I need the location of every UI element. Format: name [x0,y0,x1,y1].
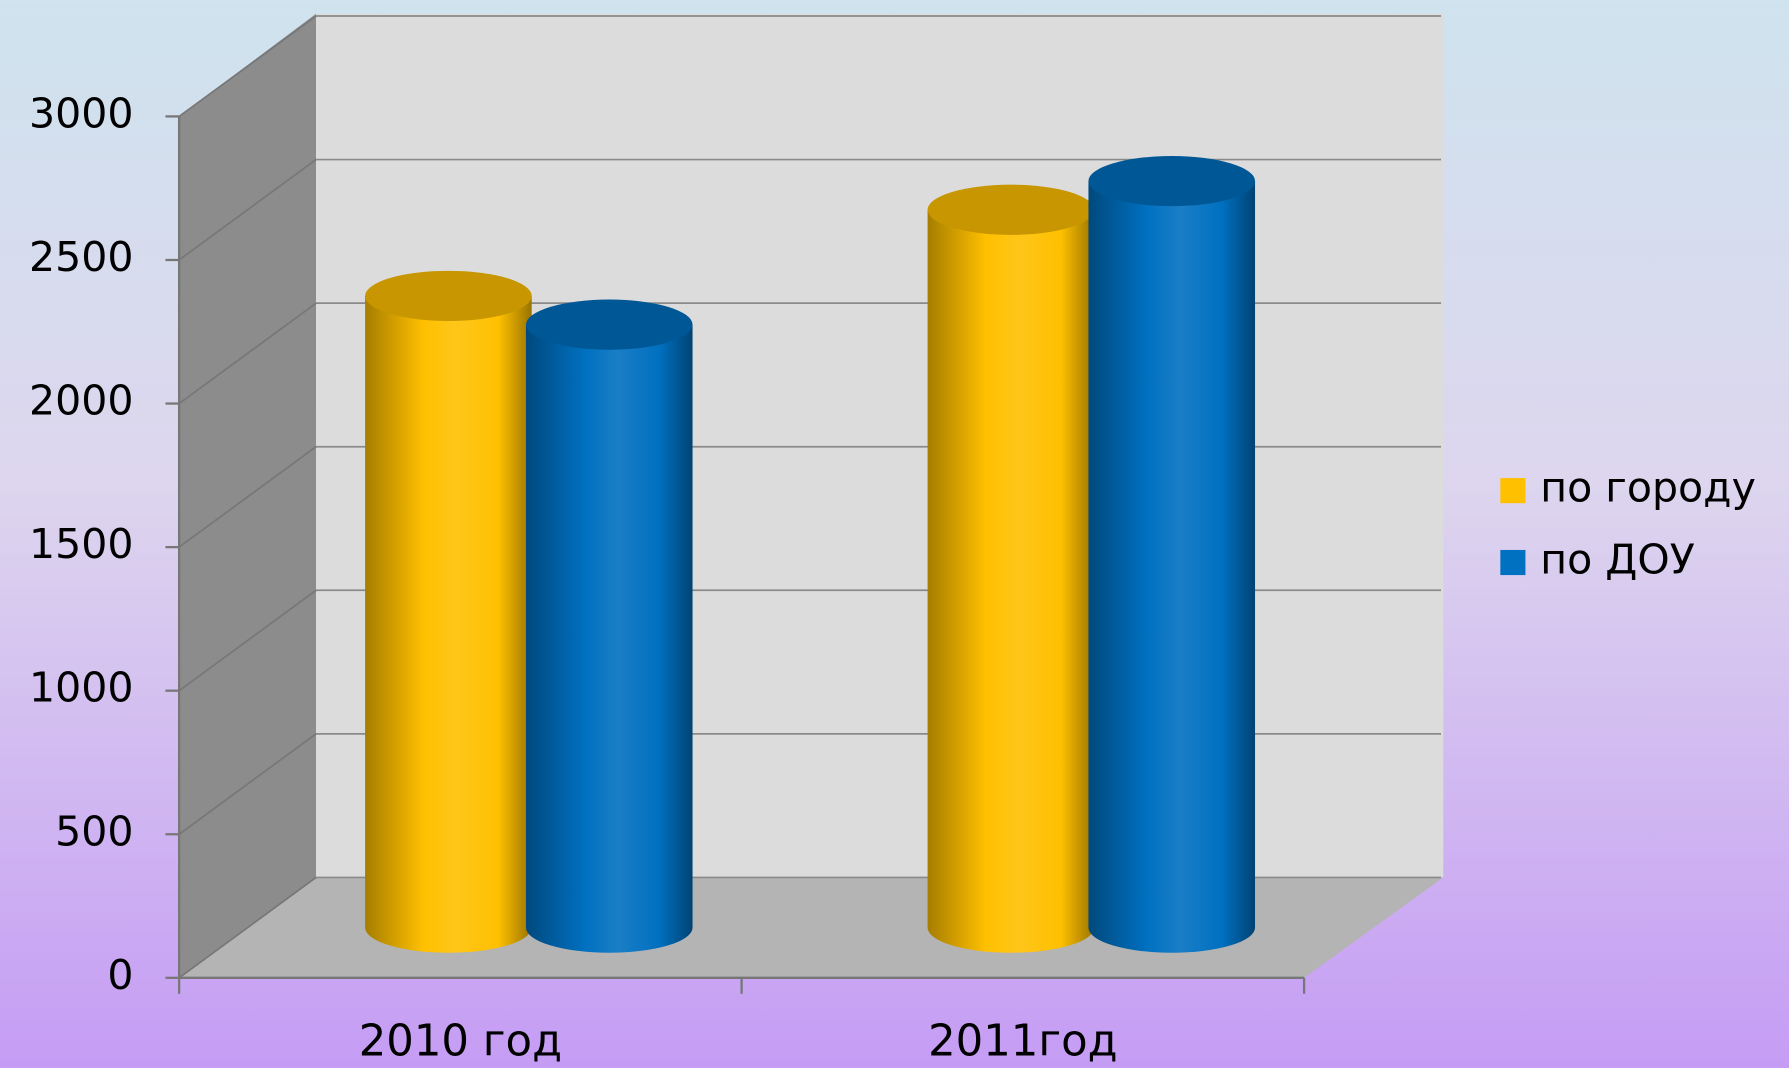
y-tick-label: 2500 [29,233,134,281]
plot: 0 500 1000 1500 2000 2500 3000 2010 год 2011год п… [29,15,1756,1067]
legend-label: по городу [1540,464,1756,512]
y-tick-label: 500 [55,807,133,855]
grid-line [178,158,317,261]
y-tick-label: 3000 [29,89,134,137]
grid-line [178,733,317,835]
bar-top [365,270,532,322]
grid-line [178,302,317,405]
legend-label: по ДОУ [1540,536,1694,584]
bar [927,209,1095,953]
bar-top [927,184,1095,235]
grid-line [178,876,317,979]
bar [525,324,693,953]
x-tick-label: 2010 год [359,1017,562,1067]
bar [1088,181,1256,953]
bar-top [1088,155,1256,207]
side-wall [179,13,317,978]
bar [365,295,532,953]
y-tick-label: 1000 [29,664,134,712]
grid-line [178,446,317,548]
y-tick-label: 1500 [29,520,134,568]
bar-top [525,299,693,350]
y-tick-label: 0 [107,951,133,999]
legend-swatch [1500,478,1526,504]
legend-swatch [1500,549,1526,576]
y-tick-label: 2000 [29,377,134,425]
grid-line [178,15,317,118]
x-tick-label: 2011год [928,1017,1118,1067]
grid-line [178,589,317,692]
